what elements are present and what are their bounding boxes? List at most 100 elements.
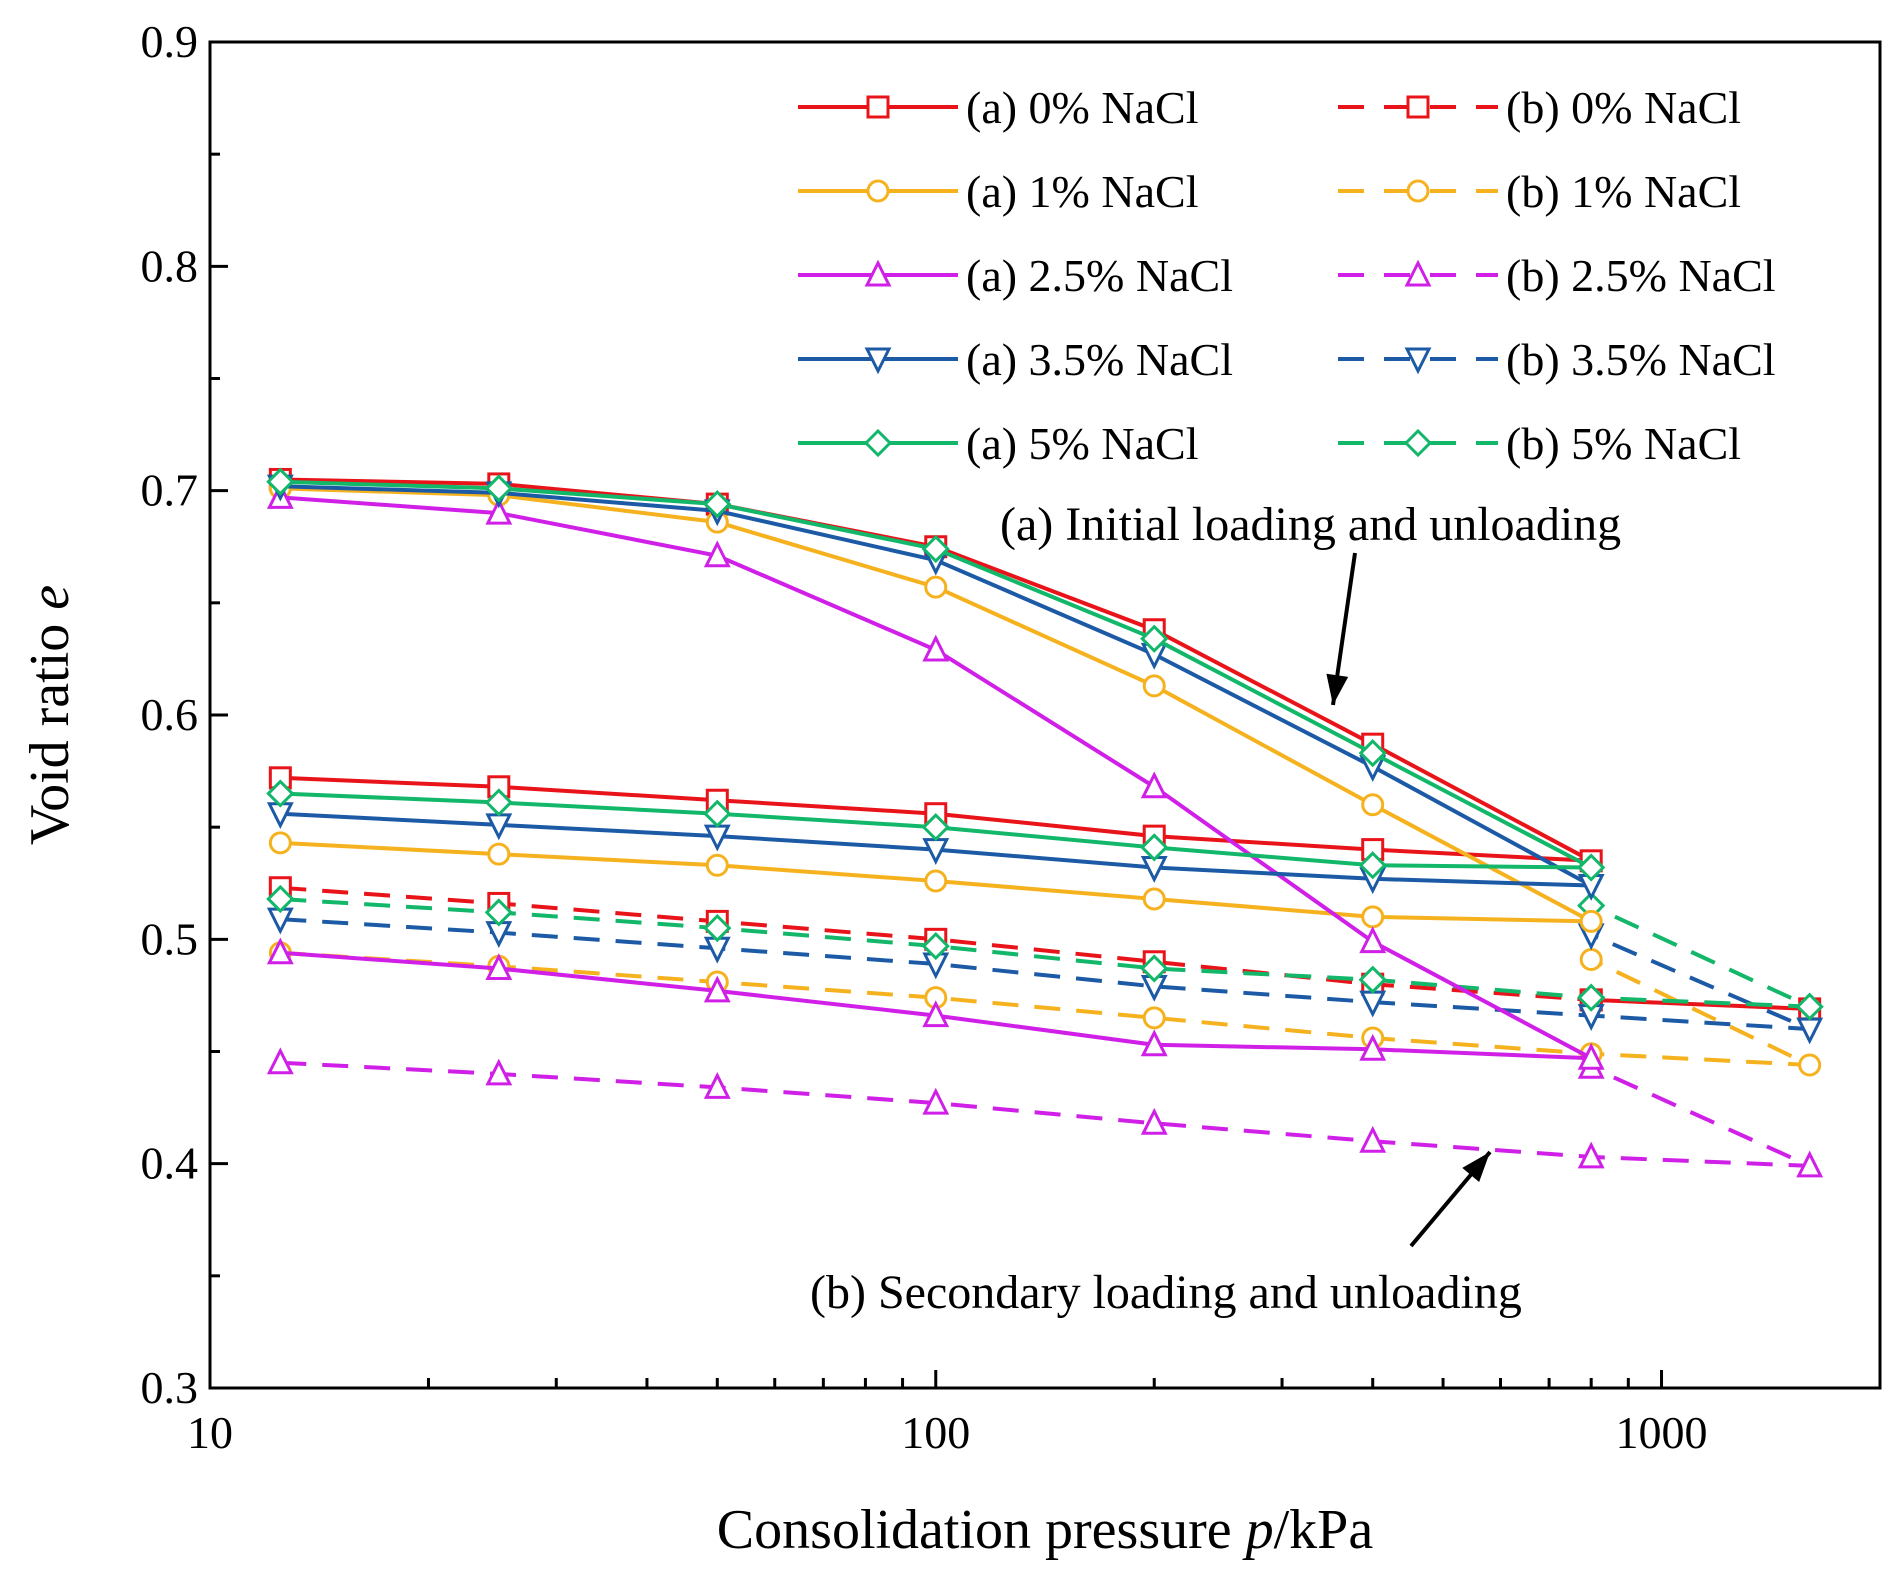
legend-label: (b) 0% NaCl <box>1506 82 1741 133</box>
legend-marker <box>866 179 890 203</box>
data-point-7-5 <box>1359 1125 1387 1153</box>
data-point-9-3 <box>921 931 950 961</box>
legend-item-6: (b) 1% NaCl <box>1338 166 1741 217</box>
data-point-4-4 <box>1140 624 1169 653</box>
series-line-8 <box>280 917 1812 1032</box>
series-2 <box>266 482 1605 1070</box>
data-point-9-2 <box>703 913 732 943</box>
arrow-secondary <box>1409 1150 1492 1248</box>
legend-marker <box>1404 259 1432 287</box>
y-tick-label: 0.7 <box>141 465 199 516</box>
legend-marker <box>864 347 892 375</box>
y-tick-label: 0.8 <box>141 240 199 291</box>
data-point-1-11 <box>487 842 511 866</box>
y-tick-label: 0.3 <box>141 1362 199 1413</box>
data-point-2-6 <box>1577 1042 1605 1070</box>
series-7 <box>266 1047 1824 1178</box>
data-point-1-4 <box>1142 674 1166 698</box>
y-axis-label: Void ratio e <box>19 585 81 845</box>
data-point-4-0 <box>266 467 295 496</box>
legend-item-7: (b) 2.5% NaCl <box>1338 250 1776 301</box>
data-point-9-7 <box>1795 992 1824 1021</box>
data-point-7-3 <box>922 1087 950 1115</box>
legend-item-1: (a) 1% NaCl <box>798 166 1198 217</box>
axes: 0.3 0.4 0.5 0.6 0.7 0.8 0.9 10 100 1000 Consolidat… <box>19 16 1882 1561</box>
data-point-2-4 <box>1140 771 1168 799</box>
legend-label: (b) 3.5% NaCl <box>1506 334 1776 385</box>
legend-item-4: (a) 5% NaCl <box>798 418 1198 469</box>
legend-marker <box>863 428 893 458</box>
legend-marker <box>864 259 892 287</box>
data-point-7-1 <box>485 1058 513 1086</box>
data-point-7-2 <box>703 1072 731 1099</box>
legend-marker <box>1406 179 1430 203</box>
data-point-1-5 <box>1361 793 1385 817</box>
data-point-4-9 <box>921 813 950 842</box>
legend-label: (b) 5% NaCl <box>1506 418 1741 469</box>
legend-label: (a) 1% NaCl <box>966 166 1198 217</box>
data-point-4-10 <box>703 799 732 828</box>
data-point-2-5 <box>1359 926 1387 954</box>
data-point-9-6 <box>1577 983 1606 1012</box>
series-9 <box>266 884 1824 1021</box>
y-tick-label: 0.6 <box>141 689 199 740</box>
x-tick-label: 100 <box>901 1407 970 1458</box>
data-point-7-0 <box>266 1047 294 1075</box>
legend-item-8: (b) 3.5% NaCl <box>1338 334 1776 385</box>
data-point-4-8 <box>1140 833 1169 862</box>
data-point-9-4 <box>1140 954 1169 983</box>
y-tick-label: 0.9 <box>141 16 199 67</box>
annotations: (a) Initial loading and unloading (b) Sec… <box>810 498 1621 1319</box>
data-point-9-1 <box>484 898 513 927</box>
data-point-4-6 <box>1577 853 1606 882</box>
data-point-4-12 <box>266 779 295 808</box>
data-point-4-11 <box>484 788 513 817</box>
data-point-2-3 <box>922 634 950 662</box>
data-point-2-12 <box>266 937 294 965</box>
legend-item-2: (a) 2.5% NaCl <box>798 250 1233 301</box>
x-tick-label: 1000 <box>1616 1407 1708 1458</box>
data-point-7-4 <box>1140 1107 1168 1135</box>
data-point-7-7 <box>1796 1150 1824 1178</box>
legend-item-3: (a) 3.5% NaCl <box>798 334 1233 385</box>
legend-label: (a) 2.5% NaCl <box>966 250 1233 301</box>
legend: (a) 0% NaCl (a) 1% NaCl (a) 2.5% NaCl (a) 3… <box>798 82 1776 469</box>
legend-item-0: (a) 0% NaCl <box>798 82 1198 133</box>
legend-label: (a) 5% NaCl <box>966 418 1198 469</box>
legend-item-5: (b) 0% NaCl <box>1338 82 1741 133</box>
data-point-2-10 <box>703 975 731 1003</box>
legend-marker <box>866 95 890 119</box>
data-point-4-1 <box>484 474 513 503</box>
data-point-6-8 <box>1579 948 1603 972</box>
legend-item-9: (b) 5% NaCl <box>1338 418 1741 469</box>
annotation-initial: (a) Initial loading and unloading <box>1000 498 1621 551</box>
legend-label: (b) 2.5% NaCl <box>1506 250 1776 301</box>
data-point-4-7 <box>1358 851 1387 880</box>
data-point-2-9 <box>922 1000 950 1028</box>
data-point-4-3 <box>921 534 950 564</box>
data-point-2-7 <box>1359 1033 1387 1061</box>
data-point-6-4 <box>1142 1006 1166 1030</box>
data-point-2-2 <box>703 540 731 568</box>
data-point-9-5 <box>1358 965 1387 994</box>
data-point-1-8 <box>1142 887 1166 911</box>
y-tick-label: 0.4 <box>141 1138 199 1189</box>
series-line-5 <box>280 885 1812 1011</box>
plot-area <box>266 467 1824 1178</box>
data-point-9-0 <box>266 884 295 914</box>
data-point-2-1 <box>485 497 513 525</box>
data-point-1-12 <box>268 831 292 855</box>
arrow-initial <box>1326 552 1357 706</box>
data-point-1-9 <box>924 869 948 893</box>
data-point-2-11 <box>485 953 513 980</box>
data-point-1-7 <box>1361 905 1385 929</box>
legend-marker <box>1404 347 1432 375</box>
x-tick-label: 10 <box>187 1407 233 1458</box>
data-point-1-6 <box>1579 909 1603 933</box>
legend-marker <box>1406 95 1430 119</box>
legend-marker <box>1403 428 1433 458</box>
data-point-4-5 <box>1358 739 1387 768</box>
legend-label: (a) 3.5% NaCl <box>966 334 1233 385</box>
legend-label: (a) 0% NaCl <box>966 82 1198 133</box>
